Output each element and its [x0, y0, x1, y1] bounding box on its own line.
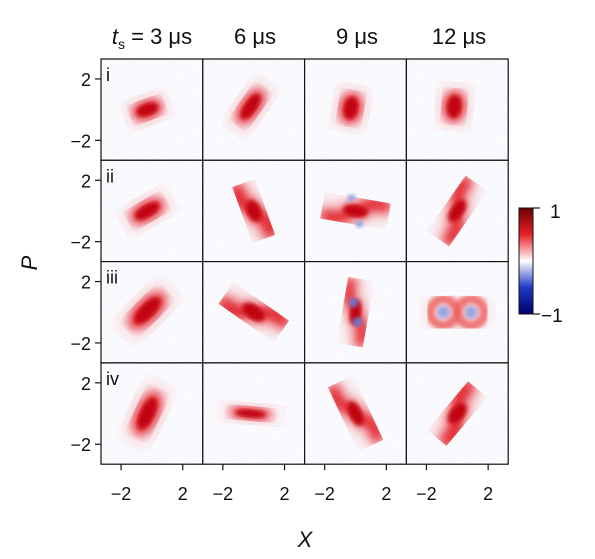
y-tick-label: −2 — [70, 435, 91, 455]
y-tick-label: 2 — [81, 273, 91, 293]
colorbar-label-max: 1 — [550, 202, 561, 223]
x-tick-label: −2 — [111, 484, 132, 504]
wigner-panel — [100, 159, 204, 263]
x-tick-label: −2 — [213, 484, 234, 504]
wigner-panel — [304, 159, 408, 263]
row-label: ii — [106, 166, 114, 186]
wigner-panel — [405, 159, 509, 263]
row-label: i — [106, 65, 110, 85]
x-tick-label: −2 — [416, 484, 437, 504]
x-tick-label: 2 — [178, 484, 188, 504]
x-axis-label: X — [297, 527, 314, 552]
wigner-panel — [202, 58, 306, 161]
column-header-4: 12 μs — [432, 24, 486, 49]
y-tick-label: 2 — [81, 70, 91, 90]
y-tick-label: −2 — [70, 334, 91, 354]
column-header-2: 6 μs — [234, 24, 276, 49]
y-tick-label: −2 — [70, 131, 91, 151]
wigner-panel — [304, 261, 408, 364]
x-tick-label: 2 — [381, 484, 391, 504]
column-header-3: 9 μs — [336, 24, 378, 49]
row-label: iv — [106, 369, 119, 389]
wigner-panel — [405, 261, 509, 364]
wigner-panel — [100, 58, 204, 161]
wigner-panel — [100, 261, 204, 364]
wigner-panel — [202, 261, 306, 364]
x-tick-label: −2 — [314, 484, 335, 504]
wigner-panel — [405, 58, 509, 161]
wigner-panel — [202, 362, 306, 465]
colorbar-label-min: −1 — [541, 306, 563, 327]
x-tick-label: 2 — [280, 484, 290, 504]
panel-grid — [100, 58, 509, 465]
wigner-panel — [405, 362, 509, 465]
row-label: iii — [106, 268, 118, 288]
colorbar: 1 −1 — [518, 202, 563, 327]
column-header-1: ts = 3 μs — [112, 24, 192, 52]
colorbar-bar — [518, 207, 534, 315]
column-headers: ts = 3 μs 6 μs 9 μs 12 μs — [112, 24, 486, 52]
y-tick-label: −2 — [70, 233, 91, 253]
y-axis-label: P — [17, 255, 42, 270]
panel-frame — [405, 362, 509, 465]
wigner-panel — [202, 159, 306, 263]
wigner-panel — [304, 58, 408, 161]
y-tick-label: 2 — [81, 374, 91, 394]
wigner-panel — [304, 362, 408, 465]
x-tick-label: 2 — [483, 484, 493, 504]
y-tick-label: 2 — [81, 171, 91, 191]
wigner-panel — [100, 362, 204, 465]
